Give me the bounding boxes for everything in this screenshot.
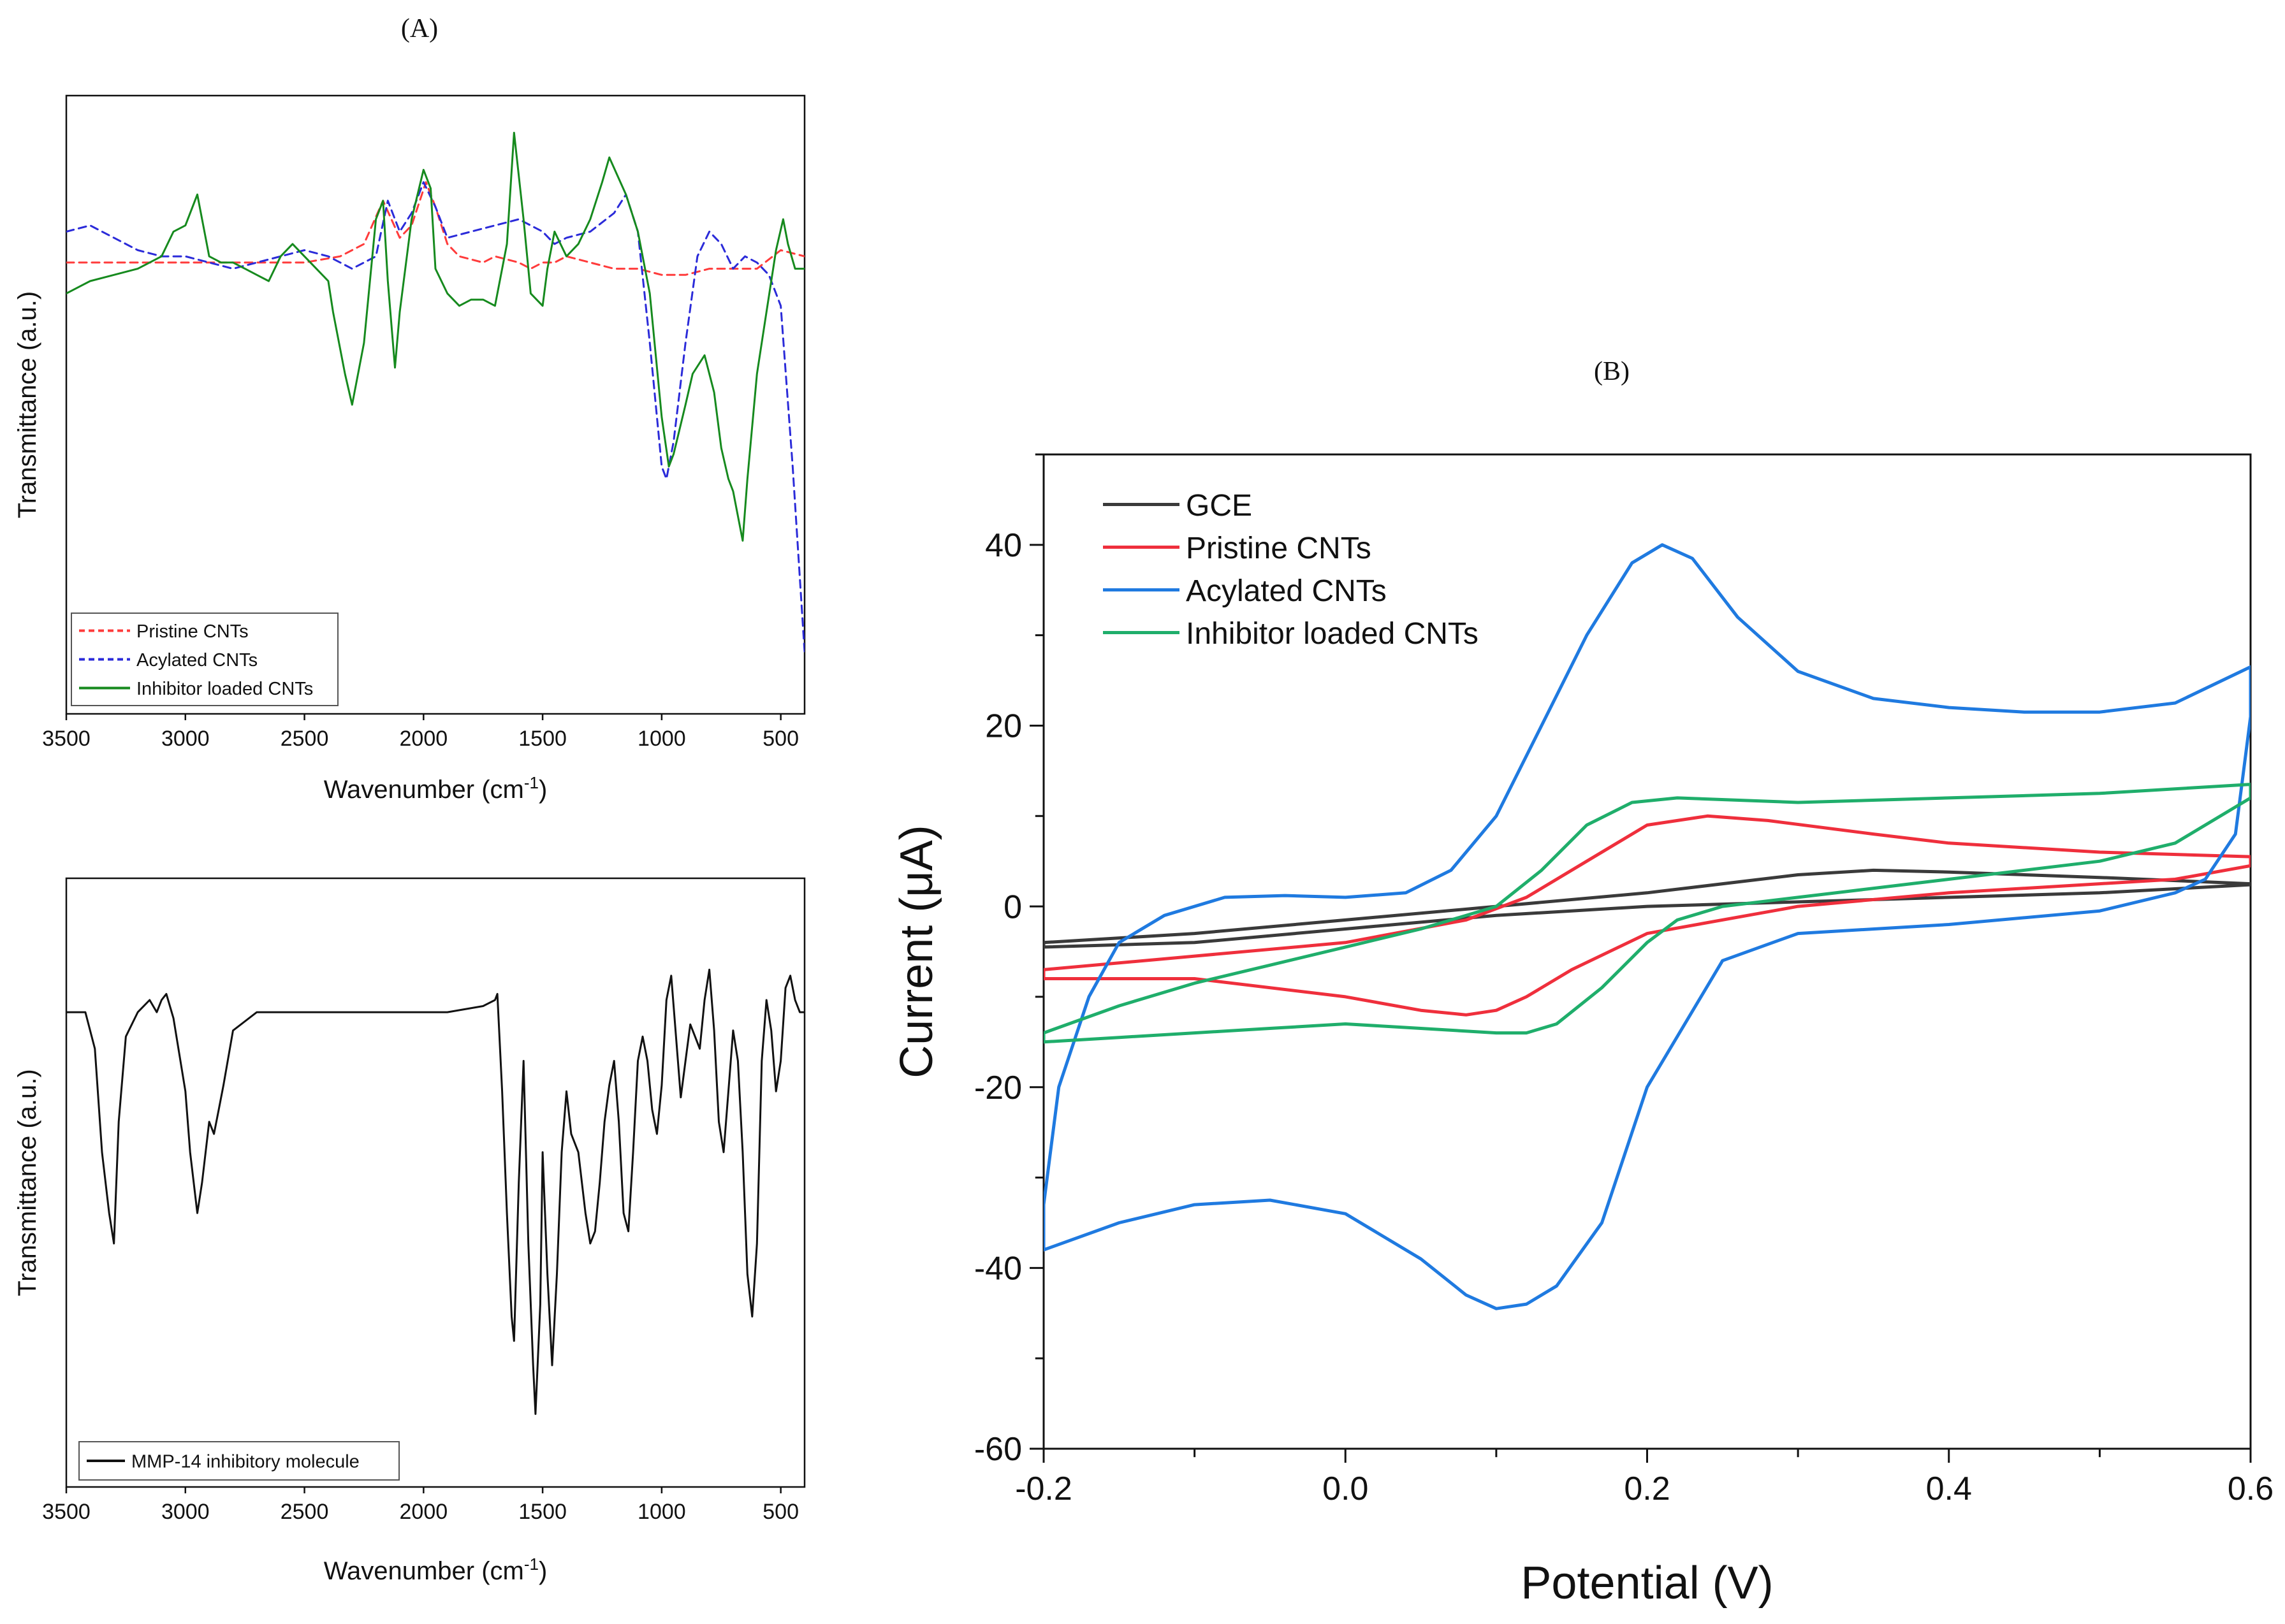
legend-label: Acylated CNTs [1186, 574, 1387, 608]
x-tick-label: 0.2 [1624, 1470, 1670, 1507]
x-tick-label: 2500 [281, 727, 329, 751]
legend-box [71, 613, 339, 706]
legend: GCE Pristine CNTs Acylated CNTs Inhibitor l… [1103, 489, 1478, 651]
x-tick-label: 3000 [161, 1500, 210, 1524]
x-tick-label: 1500 [518, 727, 567, 751]
series-line-mmp-14-inhibitory-molecule [66, 968, 805, 1415]
x-axis-label: Wavenumber (cm-1) [324, 1555, 548, 1585]
x-axis-label: Wavenumber (cm-1) [324, 773, 548, 804]
legend-label: Pristine CNTs [136, 621, 249, 642]
legend-box [78, 1441, 400, 1481]
x-axis-label-sup: -1 [524, 1555, 539, 1574]
x-axis-label-sup: -1 [524, 773, 539, 792]
plot-frame [65, 877, 806, 1488]
series-group [1044, 543, 2251, 1310]
y-tick-label: 0 [1004, 888, 1022, 925]
x-axis-label: Potential (V) [1521, 1558, 1773, 1609]
legend-label: Inhibitor loaded CNTs [1186, 617, 1478, 651]
series-line-gce [1044, 868, 2251, 949]
x-axis-label-main: Wavenumber (cm [324, 776, 524, 804]
series-line-inhibitor-loaded-cnts [66, 131, 805, 542]
series-line-inhibitor-loaded-cnts [1044, 783, 2251, 1044]
series-line-pristine-cnts [1044, 814, 2251, 1017]
x-tick-label: 0.4 [1926, 1470, 1972, 1507]
legend: Pristine CNTs Acylated CNTs Inhibitor load… [71, 613, 339, 706]
panel-a-label: (A) [401, 14, 438, 43]
panel-b-label: (B) [1594, 357, 1630, 386]
y-axis-label: Transmittance (a.u.) [13, 1069, 41, 1296]
x-tick-label: 2000 [400, 1500, 448, 1524]
x-tick-label: 2000 [400, 727, 448, 751]
legend-label: Inhibitor loaded CNTs [136, 679, 313, 699]
y-tick-label: -40 [974, 1251, 1022, 1287]
x-axis-label-main: Potential (V) [1521, 1558, 1773, 1609]
y-tick-label: 40 [985, 527, 1022, 564]
y-tick-label: -60 [974, 1431, 1022, 1468]
x-tick-label: 500 [763, 727, 799, 751]
legend: MMP-14 inhibitory molecule [78, 1441, 400, 1481]
series-group [66, 131, 805, 653]
x-tick-label: 0.6 [2228, 1470, 2274, 1507]
plot-frame [65, 94, 806, 715]
series-line-acylated-cnts [1044, 543, 2251, 1310]
x-axis-label-tail: ) [539, 1557, 547, 1585]
y-axis-label: Transmittance (a.u.) [13, 291, 41, 518]
x-axis-label-main: Wavenumber (cm [324, 1557, 524, 1585]
y-tick-label: 20 [985, 708, 1022, 745]
x-axis-label-tail: ) [539, 776, 547, 804]
x-tick-label: 1500 [518, 1500, 567, 1524]
legend-label: Acylated CNTs [136, 650, 258, 671]
chart-cv: -0.2 0.0 0.2 0.4 0.6 -60 -40 -20 0 20 40 Potential … [891, 453, 2274, 1609]
x-tick-label: 0.0 [1322, 1470, 1368, 1507]
x-tick-label: 3000 [161, 727, 210, 751]
x-tick-label: 2500 [281, 1500, 329, 1524]
legend-label: GCE [1186, 489, 1252, 523]
chart-ftir_cnts: 3500 3000 2500 2000 1500 1000 500 Wavenumber (c… [13, 94, 806, 804]
x-tick-label: 500 [763, 1500, 799, 1524]
y-axis-label: Current (μA) [891, 825, 942, 1078]
x-tick-label: 1000 [638, 727, 686, 751]
chart-ftir_inhibitor: 3500 3000 2500 2000 1500 1000 500 Wavenumber (c… [13, 877, 806, 1585]
x-tick-label: 3500 [42, 727, 91, 751]
x-tick-label: 1000 [638, 1500, 686, 1524]
legend-label: Pristine CNTs [1186, 532, 1371, 565]
x-tick-label: 3500 [42, 1500, 91, 1524]
legend-label: MMP-14 inhibitory molecule [131, 1451, 360, 1472]
x-tick-label: -0.2 [1015, 1470, 1072, 1507]
series-group [66, 968, 805, 1415]
y-tick-label: -20 [974, 1069, 1022, 1106]
